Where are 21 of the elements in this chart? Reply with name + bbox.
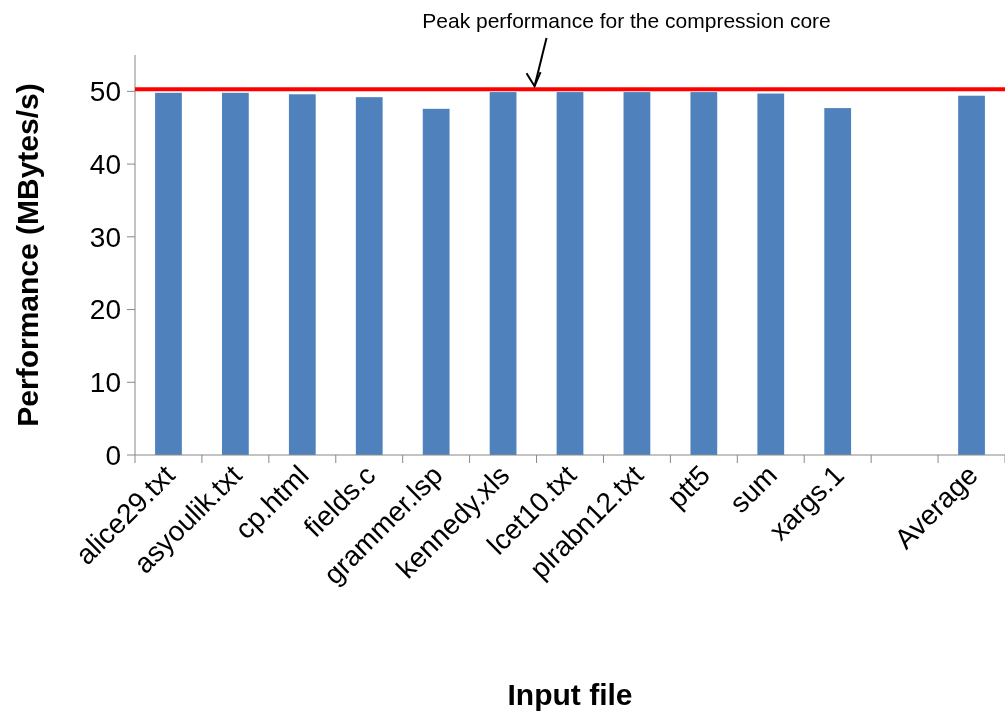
ref-line-label: Peak performance for the compression core <box>422 9 831 32</box>
bar <box>288 94 316 455</box>
y-tick-label: 20 <box>89 294 121 326</box>
y-tick-label: 50 <box>89 76 121 108</box>
bar <box>556 92 584 455</box>
y-tick-label: 10 <box>89 367 121 399</box>
bar <box>757 93 785 455</box>
bar <box>958 95 985 455</box>
y-axis-title: Performance (MBytes/s) <box>11 83 44 427</box>
bar <box>824 108 852 455</box>
bar <box>422 108 450 455</box>
bar <box>623 92 651 455</box>
bar <box>222 92 249 455</box>
bar <box>355 97 383 455</box>
x-axis-title: Input file <box>507 678 633 711</box>
y-tick-label: 30 <box>89 221 121 253</box>
bar <box>690 92 718 455</box>
y-tick-label: 0 <box>105 439 121 471</box>
y-tick-label: 40 <box>89 148 121 180</box>
bar <box>489 92 517 455</box>
bar <box>155 92 182 455</box>
